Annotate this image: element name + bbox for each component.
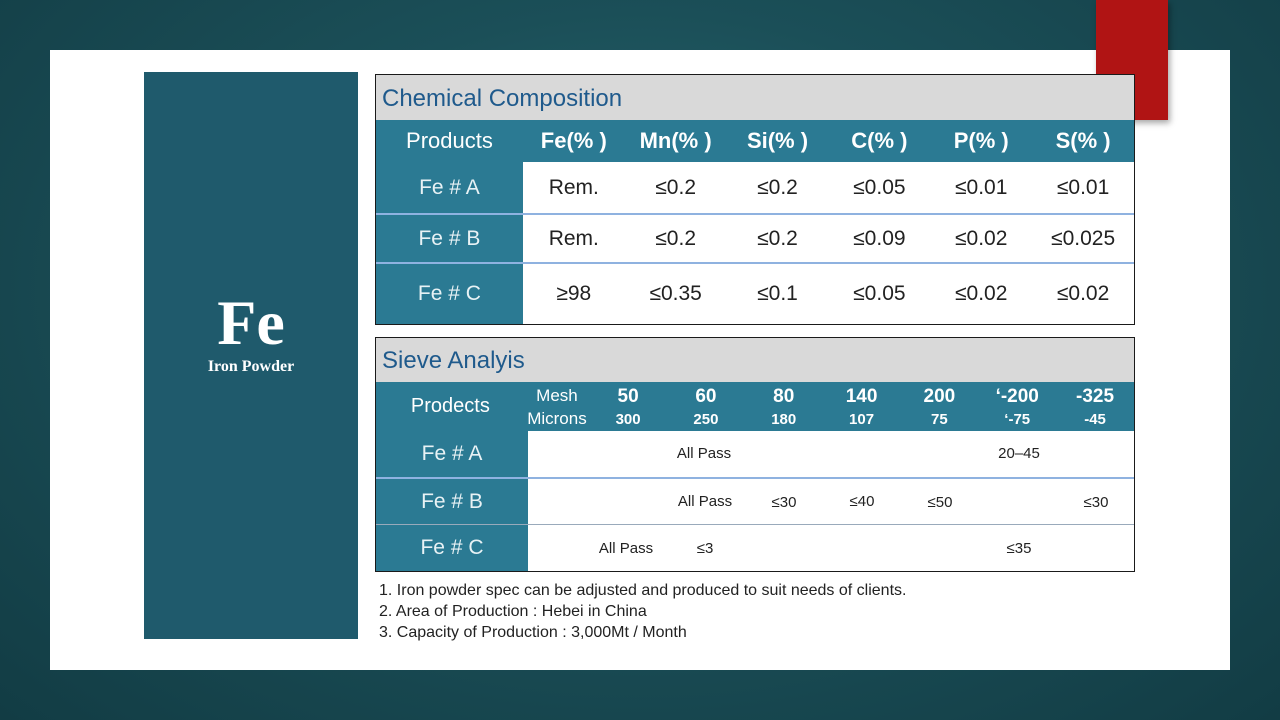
row-label: Fe # C [376,264,523,324]
header-products: Prodects [410,395,490,417]
cell-value: ≤50 [927,494,953,511]
cell-fe: ≥98 [556,282,592,305]
table-row: Fe # A Rem. ≤0.2 ≤0.2 ≤0.05 ≤0.01 ≤0.01 [376,162,1134,213]
microns-label: Microns [527,408,587,428]
micron-value: 75 [931,410,948,428]
mesh-value: ‘-200 [995,385,1039,407]
mesh-value: 200 [923,385,956,407]
cell-value: ≤40 [849,493,875,510]
cell-si: ≤0.1 [757,282,798,305]
note-item: 3. Capacity of Production : 3,000Mt / Mo… [379,624,687,641]
column-header: 60 250 [667,384,745,430]
sieve-header-row: Prodects Mesh Microns 50 300 60 250 80 1… [376,382,1134,431]
header-units: Mesh Microns [525,384,589,430]
mesh-value: -325 [1076,385,1115,407]
column-header: ‘-200 ‘-75 [978,384,1056,430]
table-row: Fe # C ≥98 ≤0.35 ≤0.1 ≤0.05 ≤0.02 ≤0.02 [376,264,1134,324]
cell-value: ≤30 [771,494,797,511]
column-header: 140 107 [823,384,901,430]
mesh-value: 60 [695,385,717,407]
micron-value: ‘-75 [1004,410,1031,428]
cell-p: ≤0.02 [955,226,1008,250]
cell-si: ≤0.2 [757,226,798,250]
micron-value: 180 [771,410,797,428]
note-item: 1. Iron powder spec can be adjusted and … [379,582,907,599]
column-header: 200 75 [900,384,978,430]
row-divider [376,477,1134,479]
header-p: P(% ) [953,128,1009,153]
cell-value: All Pass [676,445,732,462]
cell-mn: ≤0.2 [655,226,696,250]
column-header: 80 180 [745,384,823,430]
chemical-header-row: Products Fe(% ) Mn(% ) Si(% ) C(% ) P(% … [376,120,1134,162]
cell-value: 20–45 [998,445,1040,462]
cell-mn: ≤0.35 [649,282,702,305]
cell-p: ≤0.02 [955,282,1008,305]
table-row: Fe # B All Pass ≤30 ≤40 ≤50 ≤30 [376,479,1134,524]
mesh-value: 140 [845,385,878,407]
cell-value: ≤30 [1083,494,1109,511]
row-label: Fe # B [376,215,523,262]
element-name: Iron Powder [207,358,295,375]
cell-value: ≤3 [696,540,714,557]
micron-value: 107 [849,410,875,428]
header-s: S(% ) [1055,128,1111,153]
row-label: Fe # C [376,525,528,571]
micron-value: 300 [615,410,641,428]
micron-value: 250 [693,410,719,428]
cell-c: ≤0.09 [853,226,906,250]
header-products: Products [406,128,493,153]
row-label: Fe # A [376,162,523,213]
cell-value: All Pass [598,540,654,557]
table-row: Fe # B Rem. ≤0.2 ≤0.2 ≤0.09 ≤0.02 ≤0.025 [376,215,1134,262]
element-symbol: Fe [217,287,285,358]
cell-value: All Pass [677,493,733,510]
cell-fe: Rem. [548,175,599,199]
note-item: 2. Area of Production : Hebei in China [379,603,647,620]
cell-p: ≤0.01 [955,175,1008,199]
table-row: Fe # C All Pass ≤3 ≤35 [376,525,1134,571]
micron-value: -45 [1084,410,1106,428]
cell-c: ≤0.05 [853,175,906,199]
side-panel: Fe Iron Powder [144,72,358,639]
cell-s: ≤0.01 [1056,175,1110,199]
chemical-composition-table: Chemical Composition Products Fe(% ) Mn(… [375,74,1135,325]
header-si: Si(% ) [746,128,809,153]
row-divider [376,524,1134,525]
mesh-value: 80 [773,385,795,407]
column-header: -325 -45 [1056,384,1134,430]
row-divider [376,262,1134,264]
cell-fe: Rem. [548,226,599,250]
header-c: C(% ) [851,128,908,153]
cell-mn: ≤0.2 [655,175,696,199]
sieve-analysis-title: Sieve Analyis [376,338,1134,382]
column-header: 50 300 [589,384,667,430]
notes-list: 1. Iron powder spec can be adjusted and … [379,580,1139,643]
mesh-label: Mesh [536,385,578,405]
sieve-analysis-table: Sieve Analyis Prodects Mesh Microns 50 3… [375,337,1135,572]
table-row: Fe # A All Pass 20–45 [376,431,1134,477]
chemical-composition-title: Chemical Composition [376,75,1134,120]
cell-value: ≤35 [1006,540,1032,557]
header-fe: Fe(% ) [540,128,607,153]
cell-c: ≤0.05 [853,282,906,305]
header-mn: Mn(% ) [639,128,712,153]
row-divider [376,213,1134,215]
cell-s: ≤0.025 [1051,226,1116,250]
cell-s: ≤0.02 [1056,282,1110,305]
cell-si: ≤0.2 [757,175,798,199]
row-label: Fe # B [376,479,528,524]
row-label: Fe # A [376,431,528,477]
mesh-value: 50 [617,385,639,407]
